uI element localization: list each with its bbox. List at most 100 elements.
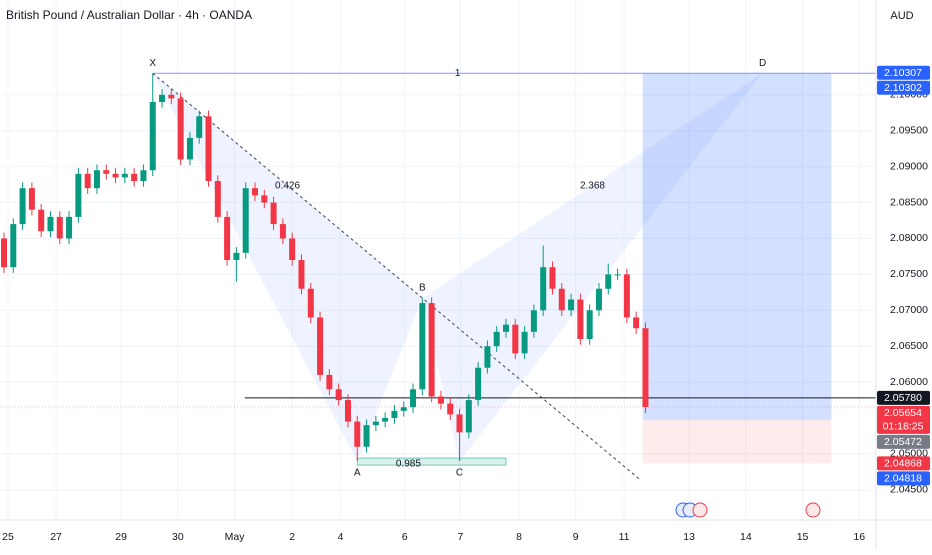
candle-body xyxy=(363,425,370,447)
y-tick-label: 2.07000 xyxy=(890,304,928,316)
pattern-point-label: D xyxy=(759,58,766,69)
pattern-ac-box xyxy=(356,457,507,466)
candle-body xyxy=(605,274,612,289)
price-label-box xyxy=(877,405,930,434)
candle-body xyxy=(484,346,491,368)
x-tick-label: 14 xyxy=(740,531,752,543)
event-icon[interactable] xyxy=(692,502,708,518)
candle-body xyxy=(503,324,510,332)
candle-body xyxy=(326,374,333,390)
x-tick-label: 11 xyxy=(619,531,630,543)
pattern-point-label: C xyxy=(456,468,463,479)
candle-body xyxy=(10,224,17,268)
price-label-box xyxy=(877,471,930,486)
price-label: 2.04868 xyxy=(884,458,922,470)
pattern-point-label: B xyxy=(419,283,426,294)
event-icon[interactable] xyxy=(805,502,821,518)
overlay: X A B C D 0.426 0.985 2.368 1 xyxy=(0,58,876,479)
candle-body xyxy=(633,317,640,329)
candle-body xyxy=(456,414,463,433)
candle-body xyxy=(642,328,649,407)
price-label: 2.05472 xyxy=(884,436,922,448)
candle-body xyxy=(289,238,296,260)
x-tick-label: 2 xyxy=(289,531,295,543)
price-label-box xyxy=(877,456,930,471)
candle-body xyxy=(66,216,73,239)
price-label-box xyxy=(877,65,930,80)
currency[interactable]: AUD xyxy=(890,10,913,22)
currency-box[interactable] xyxy=(884,4,928,28)
x-tick-label: May xyxy=(225,531,246,543)
price-label: 2.05654 xyxy=(884,407,922,419)
candle-body xyxy=(410,389,417,408)
x-tick-label: 25 xyxy=(2,531,14,543)
candle-body xyxy=(623,274,630,318)
candle-body xyxy=(521,331,528,354)
candle-body xyxy=(224,216,231,260)
candle-body xyxy=(558,288,565,311)
price-label-box xyxy=(877,80,930,95)
event-icons xyxy=(675,502,821,518)
candle-body xyxy=(186,137,193,160)
stop-zone xyxy=(642,420,832,464)
candle-body xyxy=(149,101,156,171)
price-label-box xyxy=(877,390,930,405)
candle-body xyxy=(0,238,7,268)
candle-body xyxy=(112,173,119,178)
candle-body xyxy=(121,173,128,178)
y-tick-label: 2.07500 xyxy=(890,268,928,280)
candle-body xyxy=(437,396,444,404)
pattern-ratio: 0.426 xyxy=(275,180,300,191)
pattern-ratio: 1 xyxy=(455,68,461,79)
candle-body xyxy=(279,224,286,239)
candle-body xyxy=(586,310,593,340)
candle-body xyxy=(428,303,435,397)
x-tick-label: 13 xyxy=(683,531,695,543)
price-label-box xyxy=(877,434,930,449)
x-tick-label: 15 xyxy=(797,531,809,543)
x-tick-label: 4 xyxy=(338,531,344,543)
x-tick-label: 16 xyxy=(853,531,865,543)
y-tick-label: 2.06500 xyxy=(890,340,928,352)
candle-body xyxy=(540,267,547,311)
candle-body xyxy=(261,195,268,203)
pattern-ratio: 0.985 xyxy=(396,459,421,470)
x-tick-label: 9 xyxy=(573,531,579,543)
candle-body xyxy=(530,310,537,332)
candle-body xyxy=(93,170,100,189)
candle-body xyxy=(168,94,175,99)
y-tick-label: 2.09000 xyxy=(890,160,928,172)
axes: 2.045002.050002.060002.065002.070002.075… xyxy=(2,65,930,543)
candle-body xyxy=(568,299,575,311)
candle-body xyxy=(56,216,63,239)
candle-body xyxy=(354,421,361,447)
candle-body xyxy=(382,418,389,422)
candle-body xyxy=(344,400,351,422)
price-label: 2.10307 xyxy=(884,67,922,79)
candle-body xyxy=(252,188,259,196)
candle-body xyxy=(196,116,203,138)
candles xyxy=(0,73,649,462)
grid xyxy=(0,0,876,520)
candle-body xyxy=(493,331,500,347)
y-tick-label: 2.08000 xyxy=(890,232,928,244)
candle-body xyxy=(177,98,184,160)
pattern-point-label: A xyxy=(354,468,361,479)
candle-body xyxy=(103,170,110,174)
drawings xyxy=(152,72,876,480)
candle-body xyxy=(131,173,138,181)
candle-body xyxy=(233,252,240,260)
candle-body xyxy=(159,94,166,102)
candle-body xyxy=(84,173,91,189)
candle-body xyxy=(317,317,324,375)
candle-body xyxy=(475,367,482,401)
candle-body xyxy=(372,421,379,426)
pattern-point-label: X xyxy=(149,58,156,69)
candle-body xyxy=(614,274,621,276)
y-tick-label: 2.06000 xyxy=(890,376,928,388)
candle-body xyxy=(391,410,398,419)
price-label: 2.05780 xyxy=(884,392,922,404)
candle-body xyxy=(75,173,82,217)
price-label: 2.04818 xyxy=(884,473,922,485)
x-tick-label: 27 xyxy=(50,531,62,543)
